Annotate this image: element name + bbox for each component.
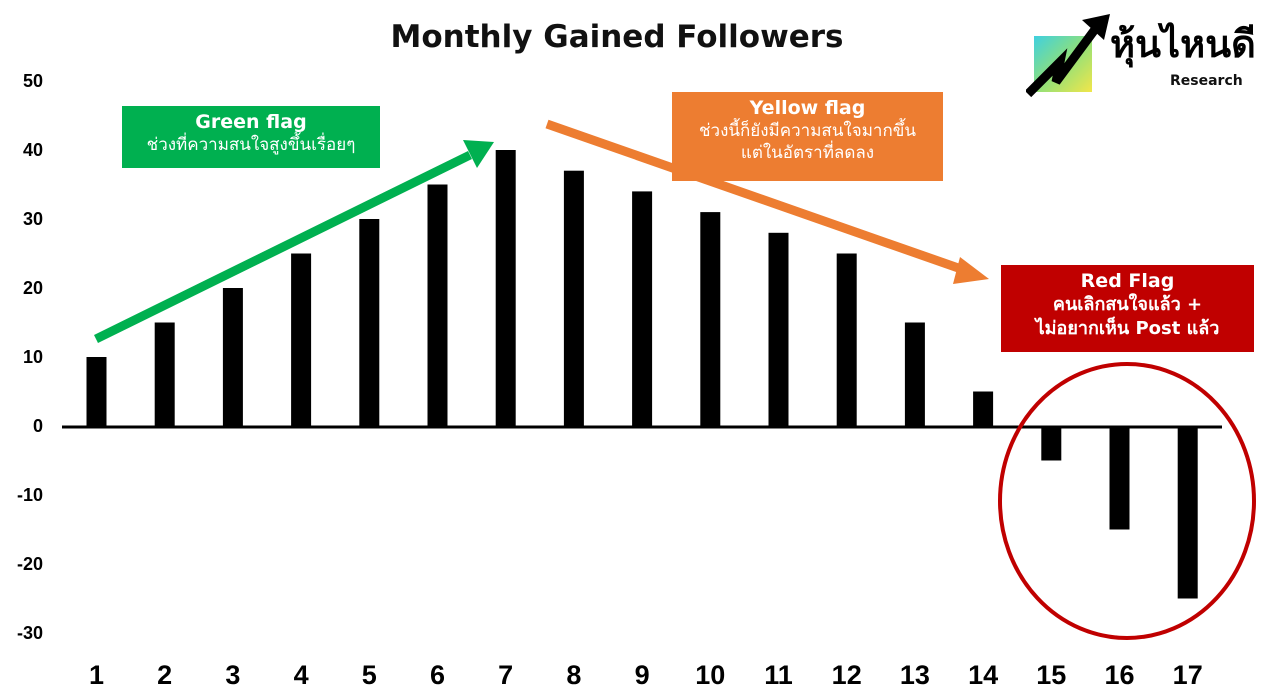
y-tick-label: -30 xyxy=(17,623,43,643)
yellow-flag-heading: Yellow flag xyxy=(749,97,866,119)
yellow-flag-callout: Yellow flag ช่วงนี้ก็ยังมีความสนใจมากขึ้… xyxy=(672,92,943,181)
bar xyxy=(563,170,584,426)
chart-title: Monthly Gained Followers xyxy=(391,19,844,55)
bar xyxy=(973,391,994,426)
y-tick-label: -20 xyxy=(17,554,43,574)
green-flag-text: ช่วงที่ความสนใจสูงขึ้นเรื่อยๆ xyxy=(146,135,356,155)
logo-brand-name: หุ้นไหนดี xyxy=(1110,22,1256,66)
bar xyxy=(495,150,516,426)
red-flag-heading: Red Flag xyxy=(1080,270,1175,292)
x-tick-label: 10 xyxy=(695,660,725,690)
x-tick-label: 6 xyxy=(430,660,445,690)
x-tick-label: 17 xyxy=(1173,660,1203,690)
x-tick-label: 3 xyxy=(225,660,240,690)
x-tick-label: 2 xyxy=(157,660,172,690)
orange-trend-arrow xyxy=(545,119,989,284)
green-flag-callout: Green flag ช่วงที่ความสนใจสูงขึ้นเรื่อยๆ xyxy=(122,106,380,168)
y-tick-label: 10 xyxy=(23,347,43,367)
bar xyxy=(154,322,175,426)
bar xyxy=(700,212,721,426)
x-tick-label: 16 xyxy=(1104,660,1134,690)
red-highlight-ellipse xyxy=(998,362,1256,640)
y-tick-label: 0 xyxy=(33,416,43,436)
brand-logo: หุ้นไหนดี Research xyxy=(1026,12,1256,98)
bar xyxy=(1109,426,1130,530)
x-tick-label: 5 xyxy=(362,660,377,690)
bar xyxy=(1177,426,1198,599)
red-flag-text-line2: ไม่อยากเห็น Post แล้ว xyxy=(1035,318,1220,339)
green-trend-arrow xyxy=(94,140,494,344)
x-axis: 1 2 3 4 5 6 7 8 9 10 11 12 13 14 15 16 17 xyxy=(89,660,1203,690)
bar xyxy=(768,232,789,426)
y-tick-label: 40 xyxy=(23,140,43,160)
rising-arrow-logo-icon xyxy=(1026,14,1110,98)
bar xyxy=(291,253,312,426)
yellow-flag-text-line1: ช่วงนี้ก็ยังมีความสนใจมากขึ้น xyxy=(699,121,916,141)
bar xyxy=(904,322,925,426)
x-tick-label: 14 xyxy=(968,660,998,690)
x-tick-label: 4 xyxy=(294,660,309,690)
x-tick-label: 8 xyxy=(566,660,581,690)
logo-subtitle: Research xyxy=(1170,73,1243,89)
bar xyxy=(1041,426,1062,461)
bar xyxy=(427,184,448,426)
y-tick-label: 50 xyxy=(23,71,43,91)
red-flag-text-line1: คนเลิกสนใจแล้ว + xyxy=(1052,294,1203,315)
bar xyxy=(836,253,857,426)
x-tick-label: 7 xyxy=(498,660,513,690)
red-flag-callout: Red Flag คนเลิกสนใจแล้ว + ไม่อยากเห็น Po… xyxy=(1001,265,1254,352)
x-tick-label: 9 xyxy=(635,660,650,690)
x-tick-label: 13 xyxy=(900,660,930,690)
x-tick-label: 11 xyxy=(764,660,793,690)
bar xyxy=(86,357,107,426)
y-axis: 50 40 30 20 10 0 -10 -20 -30 xyxy=(17,71,43,643)
bar xyxy=(632,191,653,426)
yellow-flag-text-line2: แต่ในอัตราที่ลดลง xyxy=(740,143,875,163)
x-tick-label: 12 xyxy=(832,660,862,690)
bars xyxy=(86,150,1198,599)
y-tick-label: -10 xyxy=(17,485,43,505)
bar xyxy=(359,219,380,426)
green-flag-heading: Green flag xyxy=(195,111,307,133)
x-tick-label: 1 xyxy=(89,660,104,690)
y-tick-label: 20 xyxy=(23,278,43,298)
x-tick-label: 15 xyxy=(1036,660,1066,690)
bar xyxy=(222,288,243,426)
y-tick-label: 30 xyxy=(23,209,43,229)
